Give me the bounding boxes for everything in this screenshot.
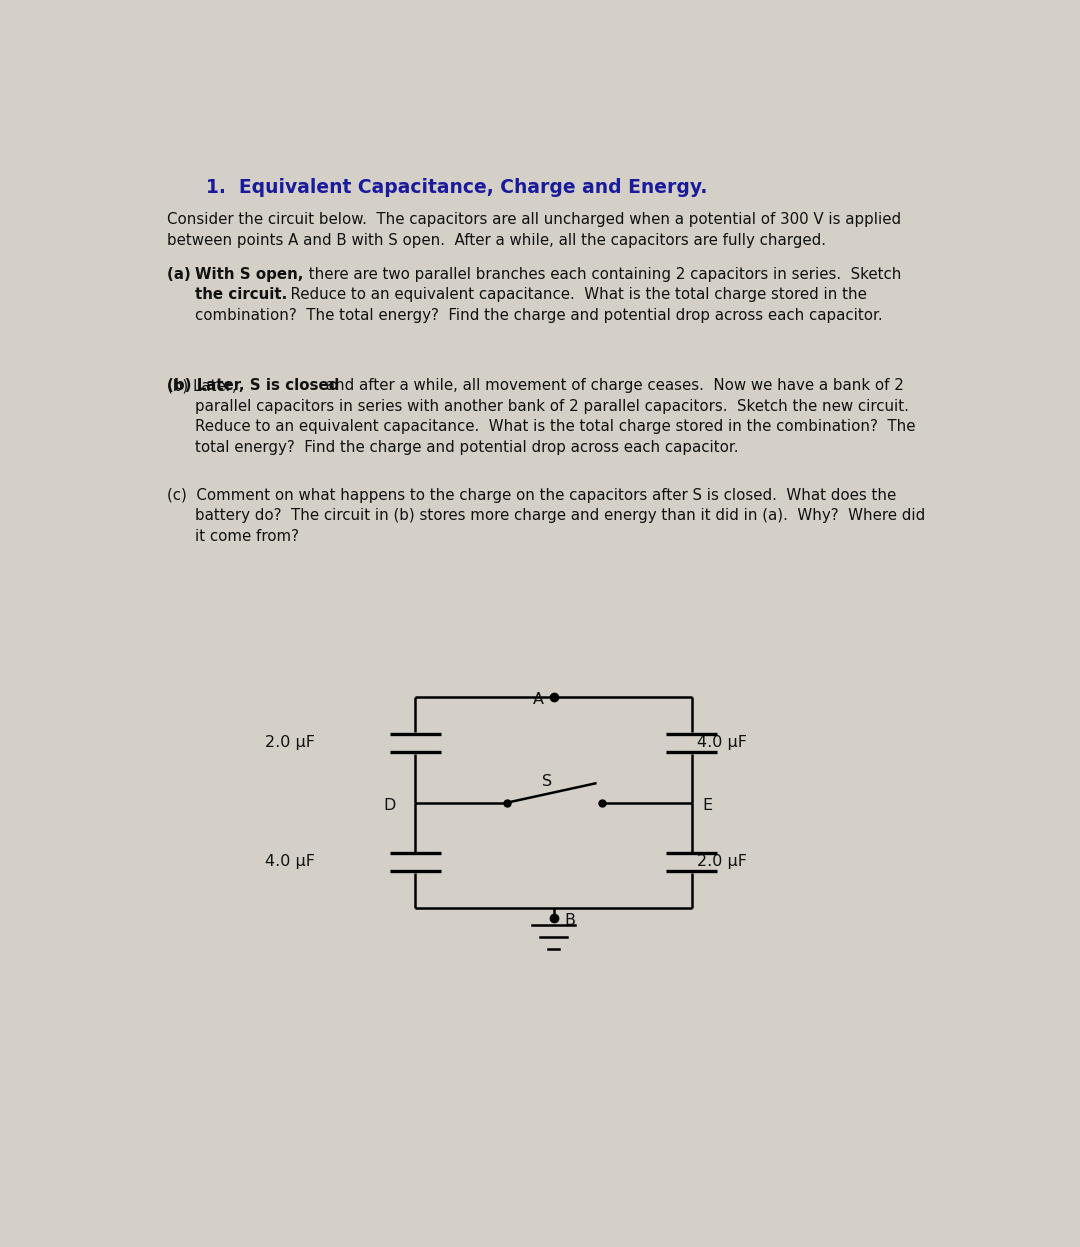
Text: 1.  Equivalent Capacitance, Charge and Energy.: 1. Equivalent Capacitance, Charge and En… xyxy=(206,178,707,197)
Text: A: A xyxy=(532,692,543,707)
Text: D: D xyxy=(383,798,396,813)
Text: Reduce to an equivalent capacitance.  What is the total charge stored in the com: Reduce to an equivalent capacitance. Wha… xyxy=(195,419,916,434)
Text: 4.0 μF: 4.0 μF xyxy=(265,854,315,869)
Text: battery do?  The circuit in (b) stores more charge and energy than it did in (a): battery do? The circuit in (b) stores mo… xyxy=(195,509,926,524)
Text: (b) Later,: (b) Later, xyxy=(166,378,241,393)
Text: S: S xyxy=(542,773,552,789)
Text: and after a while, all movement of charge ceases.  Now we have a bank of 2: and after a while, all movement of charg… xyxy=(321,378,904,393)
Text: it come from?: it come from? xyxy=(195,529,299,544)
Text: combination?  The total energy?  Find the charge and potential drop across each : combination? The total energy? Find the … xyxy=(195,308,882,323)
Text: (b) Later, S is closed: (b) Later, S is closed xyxy=(166,378,339,393)
Text: (c)  Comment on what happens to the charge on the capacitors after S is closed. : (c) Comment on what happens to the charg… xyxy=(166,488,896,503)
Text: between points A and B with S open.  After a while, all the capacitors are fully: between points A and B with S open. Afte… xyxy=(166,233,826,248)
Text: parallel capacitors in series with another bank of 2 parallel capacitors.  Sketc: parallel capacitors in series with anoth… xyxy=(195,399,909,414)
Text: Reduce to an equivalent capacitance.  What is the total charge stored in the: Reduce to an equivalent capacitance. Wha… xyxy=(282,287,867,303)
Text: there are two parallel branches each containing 2 capacitors in series.  Sketch: there are two parallel branches each con… xyxy=(305,267,902,282)
Text: Consider the circuit below.  The capacitors are all uncharged when a potential o: Consider the circuit below. The capacito… xyxy=(166,212,901,227)
Text: the circuit.: the circuit. xyxy=(195,287,287,303)
Text: 2.0 μF: 2.0 μF xyxy=(265,736,315,751)
Text: (a): (a) xyxy=(166,267,195,282)
Text: With S open,: With S open, xyxy=(195,267,303,282)
Text: E: E xyxy=(702,798,713,813)
Text: 2.0 μF: 2.0 μF xyxy=(698,854,747,869)
Text: total energy?  Find the charge and potential drop across each capacitor.: total energy? Find the charge and potent… xyxy=(195,440,739,455)
Text: 4.0 μF: 4.0 μF xyxy=(698,736,747,751)
Text: B: B xyxy=(565,913,576,928)
